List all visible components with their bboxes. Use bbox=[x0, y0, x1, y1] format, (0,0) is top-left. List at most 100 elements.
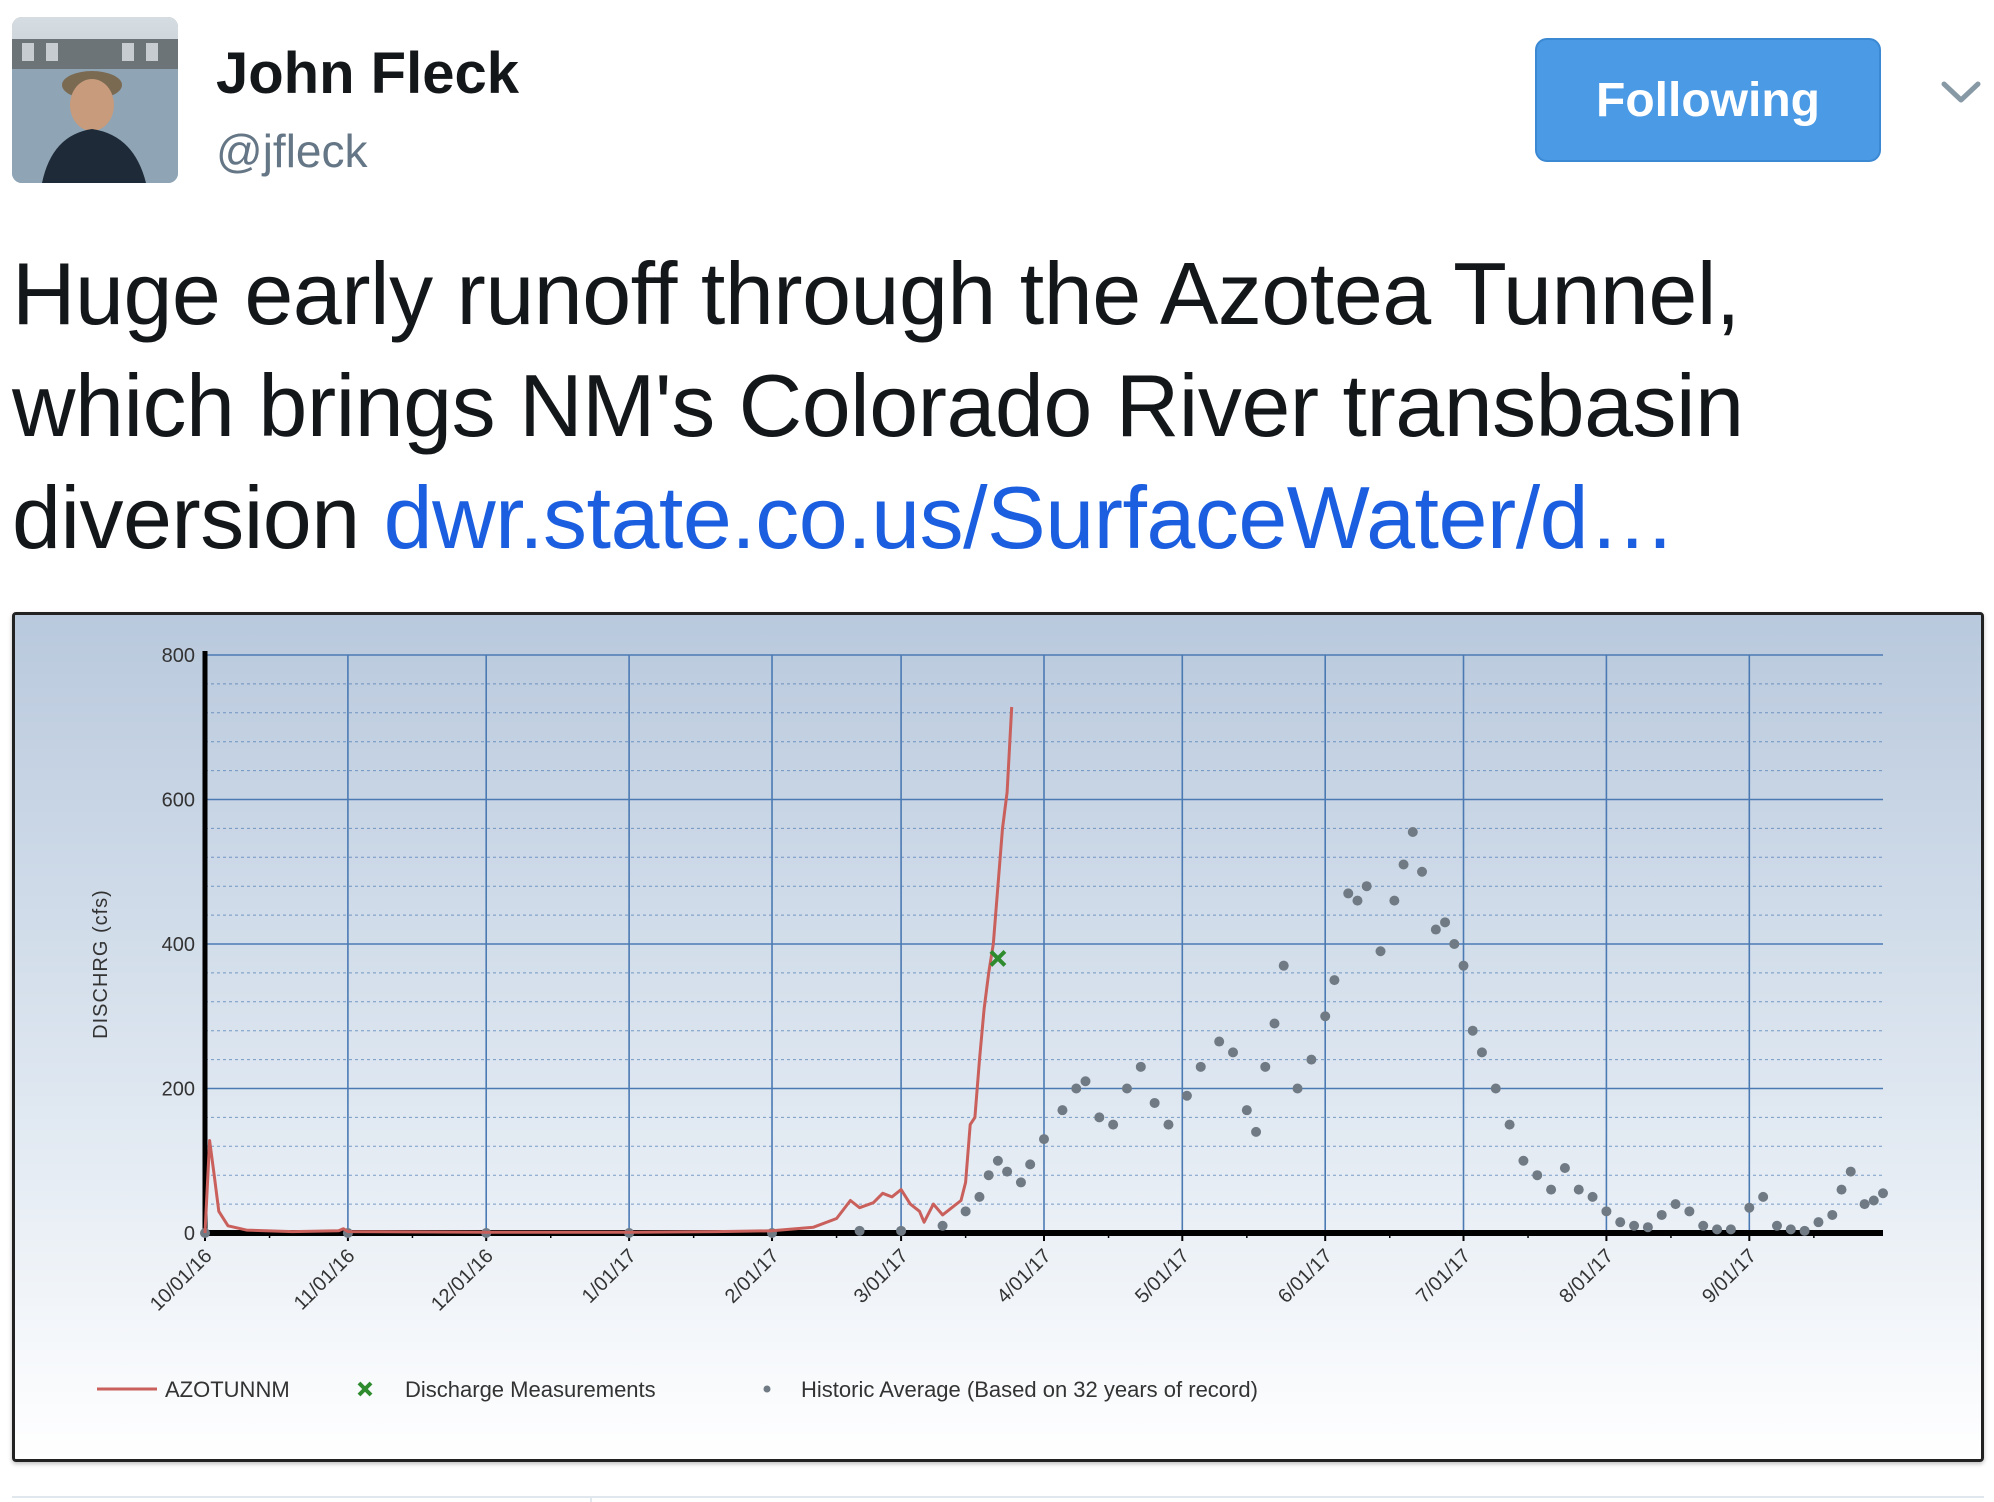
chart-background bbox=[15, 615, 1981, 1459]
tweet-link[interactable]: dwr.state.co.us/SurfaceWater/d… bbox=[383, 468, 1677, 567]
y-tick-label: 0 bbox=[184, 1223, 195, 1245]
historic-average-point bbox=[1241, 1105, 1252, 1116]
tweet-text: Huge early runoff through the Azotea Tun… bbox=[12, 238, 1972, 574]
historic-average-point bbox=[1836, 1184, 1847, 1195]
user-name[interactable]: John Fleck bbox=[216, 41, 519, 106]
historic-average-point bbox=[1878, 1188, 1888, 1199]
historic-average-point bbox=[1440, 917, 1451, 928]
historic-average-point bbox=[1039, 1134, 1049, 1145]
tweet-footer-tick bbox=[590, 1496, 592, 1502]
historic-average-point bbox=[1135, 1061, 1146, 1072]
historic-average-point bbox=[1670, 1199, 1681, 1210]
historic-average-point bbox=[1181, 1090, 1192, 1101]
historic-average-point bbox=[1698, 1220, 1709, 1231]
historic-average-point bbox=[854, 1225, 865, 1236]
historic-average-point bbox=[1389, 895, 1400, 906]
legend-measurement-swatch bbox=[357, 1381, 373, 1397]
historic-average-point bbox=[1329, 975, 1340, 986]
chart-card[interactable]: 0 200 400 600 800 10/01/16 11/01/16 12/01/16 1/0… bbox=[12, 612, 1984, 1462]
historic-average-point bbox=[1025, 1159, 1036, 1170]
chart-legend: AZOTUNNM Discharge Measurements Historic A… bbox=[97, 1377, 1258, 1402]
y-tick-label: 400 bbox=[162, 934, 195, 956]
historic-average-point bbox=[1615, 1217, 1626, 1228]
historic-average-point bbox=[960, 1206, 971, 1217]
historic-average-point bbox=[1080, 1076, 1091, 1087]
legend-azotunnm-label: AZOTUNNM bbox=[165, 1377, 290, 1402]
historic-average-point bbox=[1430, 924, 1441, 935]
historic-average-point bbox=[992, 1155, 1003, 1166]
azotunnm-series bbox=[203, 706, 1014, 1234]
historic-average-point bbox=[1108, 1119, 1119, 1130]
legend-historic-label: Historic Average (Based on 32 years of r… bbox=[801, 1377, 1258, 1402]
historic-average-point bbox=[1573, 1184, 1584, 1195]
historic-average-point bbox=[1799, 1225, 1810, 1236]
historic-average-point bbox=[1149, 1097, 1160, 1108]
historic-average-point bbox=[1407, 827, 1418, 838]
historic-average-point bbox=[1002, 1166, 1013, 1177]
azotunnm-line bbox=[203, 706, 1014, 1234]
discharge-measurements-series bbox=[989, 950, 1007, 967]
historic-average-point bbox=[1163, 1119, 1174, 1130]
historic-average-point bbox=[1251, 1126, 1262, 1137]
historic-average-point bbox=[983, 1170, 994, 1181]
measurement-marker-stroke bbox=[989, 950, 1007, 967]
historic-average-point bbox=[1725, 1224, 1736, 1235]
historic-average-point bbox=[1868, 1195, 1879, 1206]
historic-average-point bbox=[1057, 1105, 1068, 1116]
y-tick-label: 800 bbox=[162, 645, 195, 667]
historic-average-point bbox=[1015, 1177, 1026, 1188]
historic-average-point bbox=[1629, 1220, 1640, 1231]
avatar[interactable] bbox=[12, 17, 178, 183]
historic-average-point bbox=[1518, 1155, 1529, 1166]
historic-average-point bbox=[1744, 1202, 1755, 1213]
historic-average-point bbox=[1504, 1119, 1515, 1130]
historic-average-point bbox=[1813, 1217, 1824, 1228]
y-axis-label: DISCHRG (cfs) bbox=[90, 889, 112, 1039]
historic-average-point bbox=[1587, 1191, 1598, 1202]
historic-average-point bbox=[1278, 960, 1289, 971]
y-tick-label: 200 bbox=[162, 1079, 195, 1101]
chevron-down-icon[interactable] bbox=[1940, 78, 1982, 108]
historic-average-point bbox=[1398, 859, 1409, 870]
historic-average-point bbox=[1320, 1011, 1331, 1022]
historic-average-point bbox=[1269, 1018, 1280, 1029]
avatar-photo bbox=[12, 17, 178, 183]
historic-average-point bbox=[1827, 1209, 1838, 1220]
historic-average-point bbox=[1306, 1054, 1317, 1065]
legend-historic-swatch bbox=[763, 1385, 771, 1393]
historic-average-point bbox=[1601, 1206, 1612, 1217]
historic-average-point bbox=[1375, 946, 1386, 957]
historic-average-point bbox=[1656, 1209, 1667, 1220]
following-button[interactable]: Following bbox=[1535, 38, 1881, 162]
historic-average-point bbox=[1758, 1191, 1769, 1202]
historic-average-point bbox=[1859, 1199, 1870, 1210]
historic-average-point bbox=[1352, 895, 1363, 906]
historic-average-point bbox=[1361, 881, 1372, 892]
historic-average-point bbox=[1771, 1220, 1782, 1231]
historic-average-point bbox=[1449, 939, 1460, 949]
historic-average-point bbox=[1121, 1083, 1132, 1094]
historic-average-point bbox=[1417, 866, 1428, 877]
historic-average-point bbox=[1195, 1061, 1206, 1072]
historic-average-point bbox=[1214, 1036, 1225, 1047]
historic-average-point bbox=[1684, 1206, 1695, 1217]
historic-average-point bbox=[1292, 1083, 1303, 1094]
historic-average-point bbox=[1458, 960, 1469, 971]
historic-average-point bbox=[1845, 1166, 1856, 1177]
historic-average-point bbox=[1476, 1047, 1487, 1058]
historic-average-point bbox=[896, 1225, 907, 1236]
historic-average-point bbox=[1490, 1083, 1501, 1094]
user-handle[interactable]: @jfleck bbox=[216, 125, 368, 177]
tweet-body: Huge early runoff through the Azotea Tun… bbox=[12, 244, 1744, 567]
legend-measurement-label: Discharge Measurements bbox=[405, 1377, 656, 1402]
tweet-footer-divider bbox=[12, 1496, 1984, 1498]
y-tick-label: 600 bbox=[162, 790, 195, 812]
historic-average-point bbox=[1343, 888, 1354, 899]
historic-average-point bbox=[1094, 1112, 1105, 1123]
historic-average-point bbox=[1546, 1184, 1557, 1195]
historic-average-point bbox=[974, 1191, 985, 1202]
historic-average-point bbox=[1642, 1222, 1653, 1233]
historic-average-point bbox=[937, 1220, 948, 1231]
historic-average-point bbox=[1785, 1224, 1796, 1235]
